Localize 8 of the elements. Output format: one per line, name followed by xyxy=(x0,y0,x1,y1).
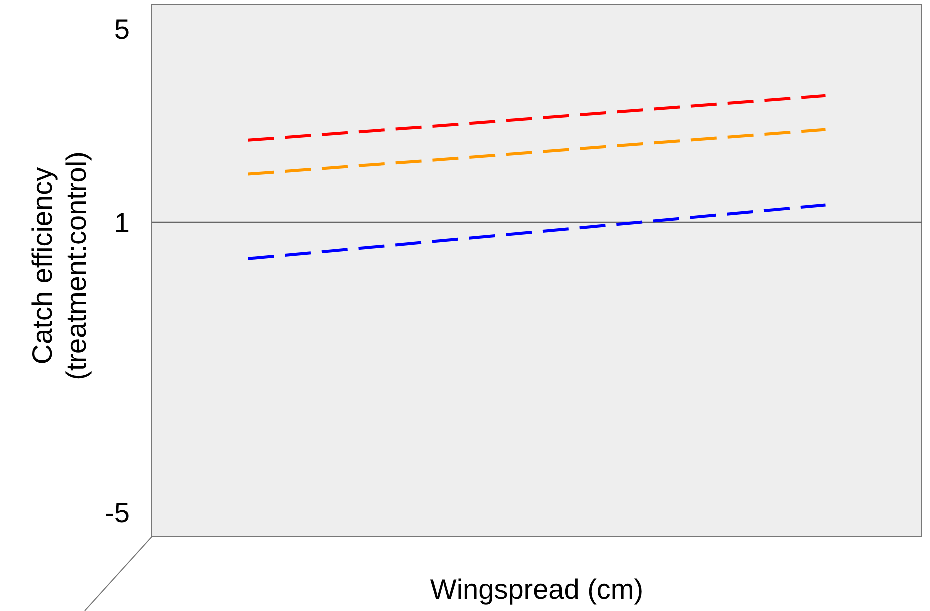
line-series xyxy=(246,128,828,176)
line-series xyxy=(246,204,828,260)
y-tick-label: 1 xyxy=(114,207,130,238)
x-axis-title: Wingspread (cm) xyxy=(430,574,644,605)
y-tick-label: -5 xyxy=(105,498,130,529)
y-tick-label: 5 xyxy=(114,14,130,45)
y-axis-title: Catch efficiency (treatment:control) xyxy=(27,152,92,380)
line-series xyxy=(246,94,828,142)
